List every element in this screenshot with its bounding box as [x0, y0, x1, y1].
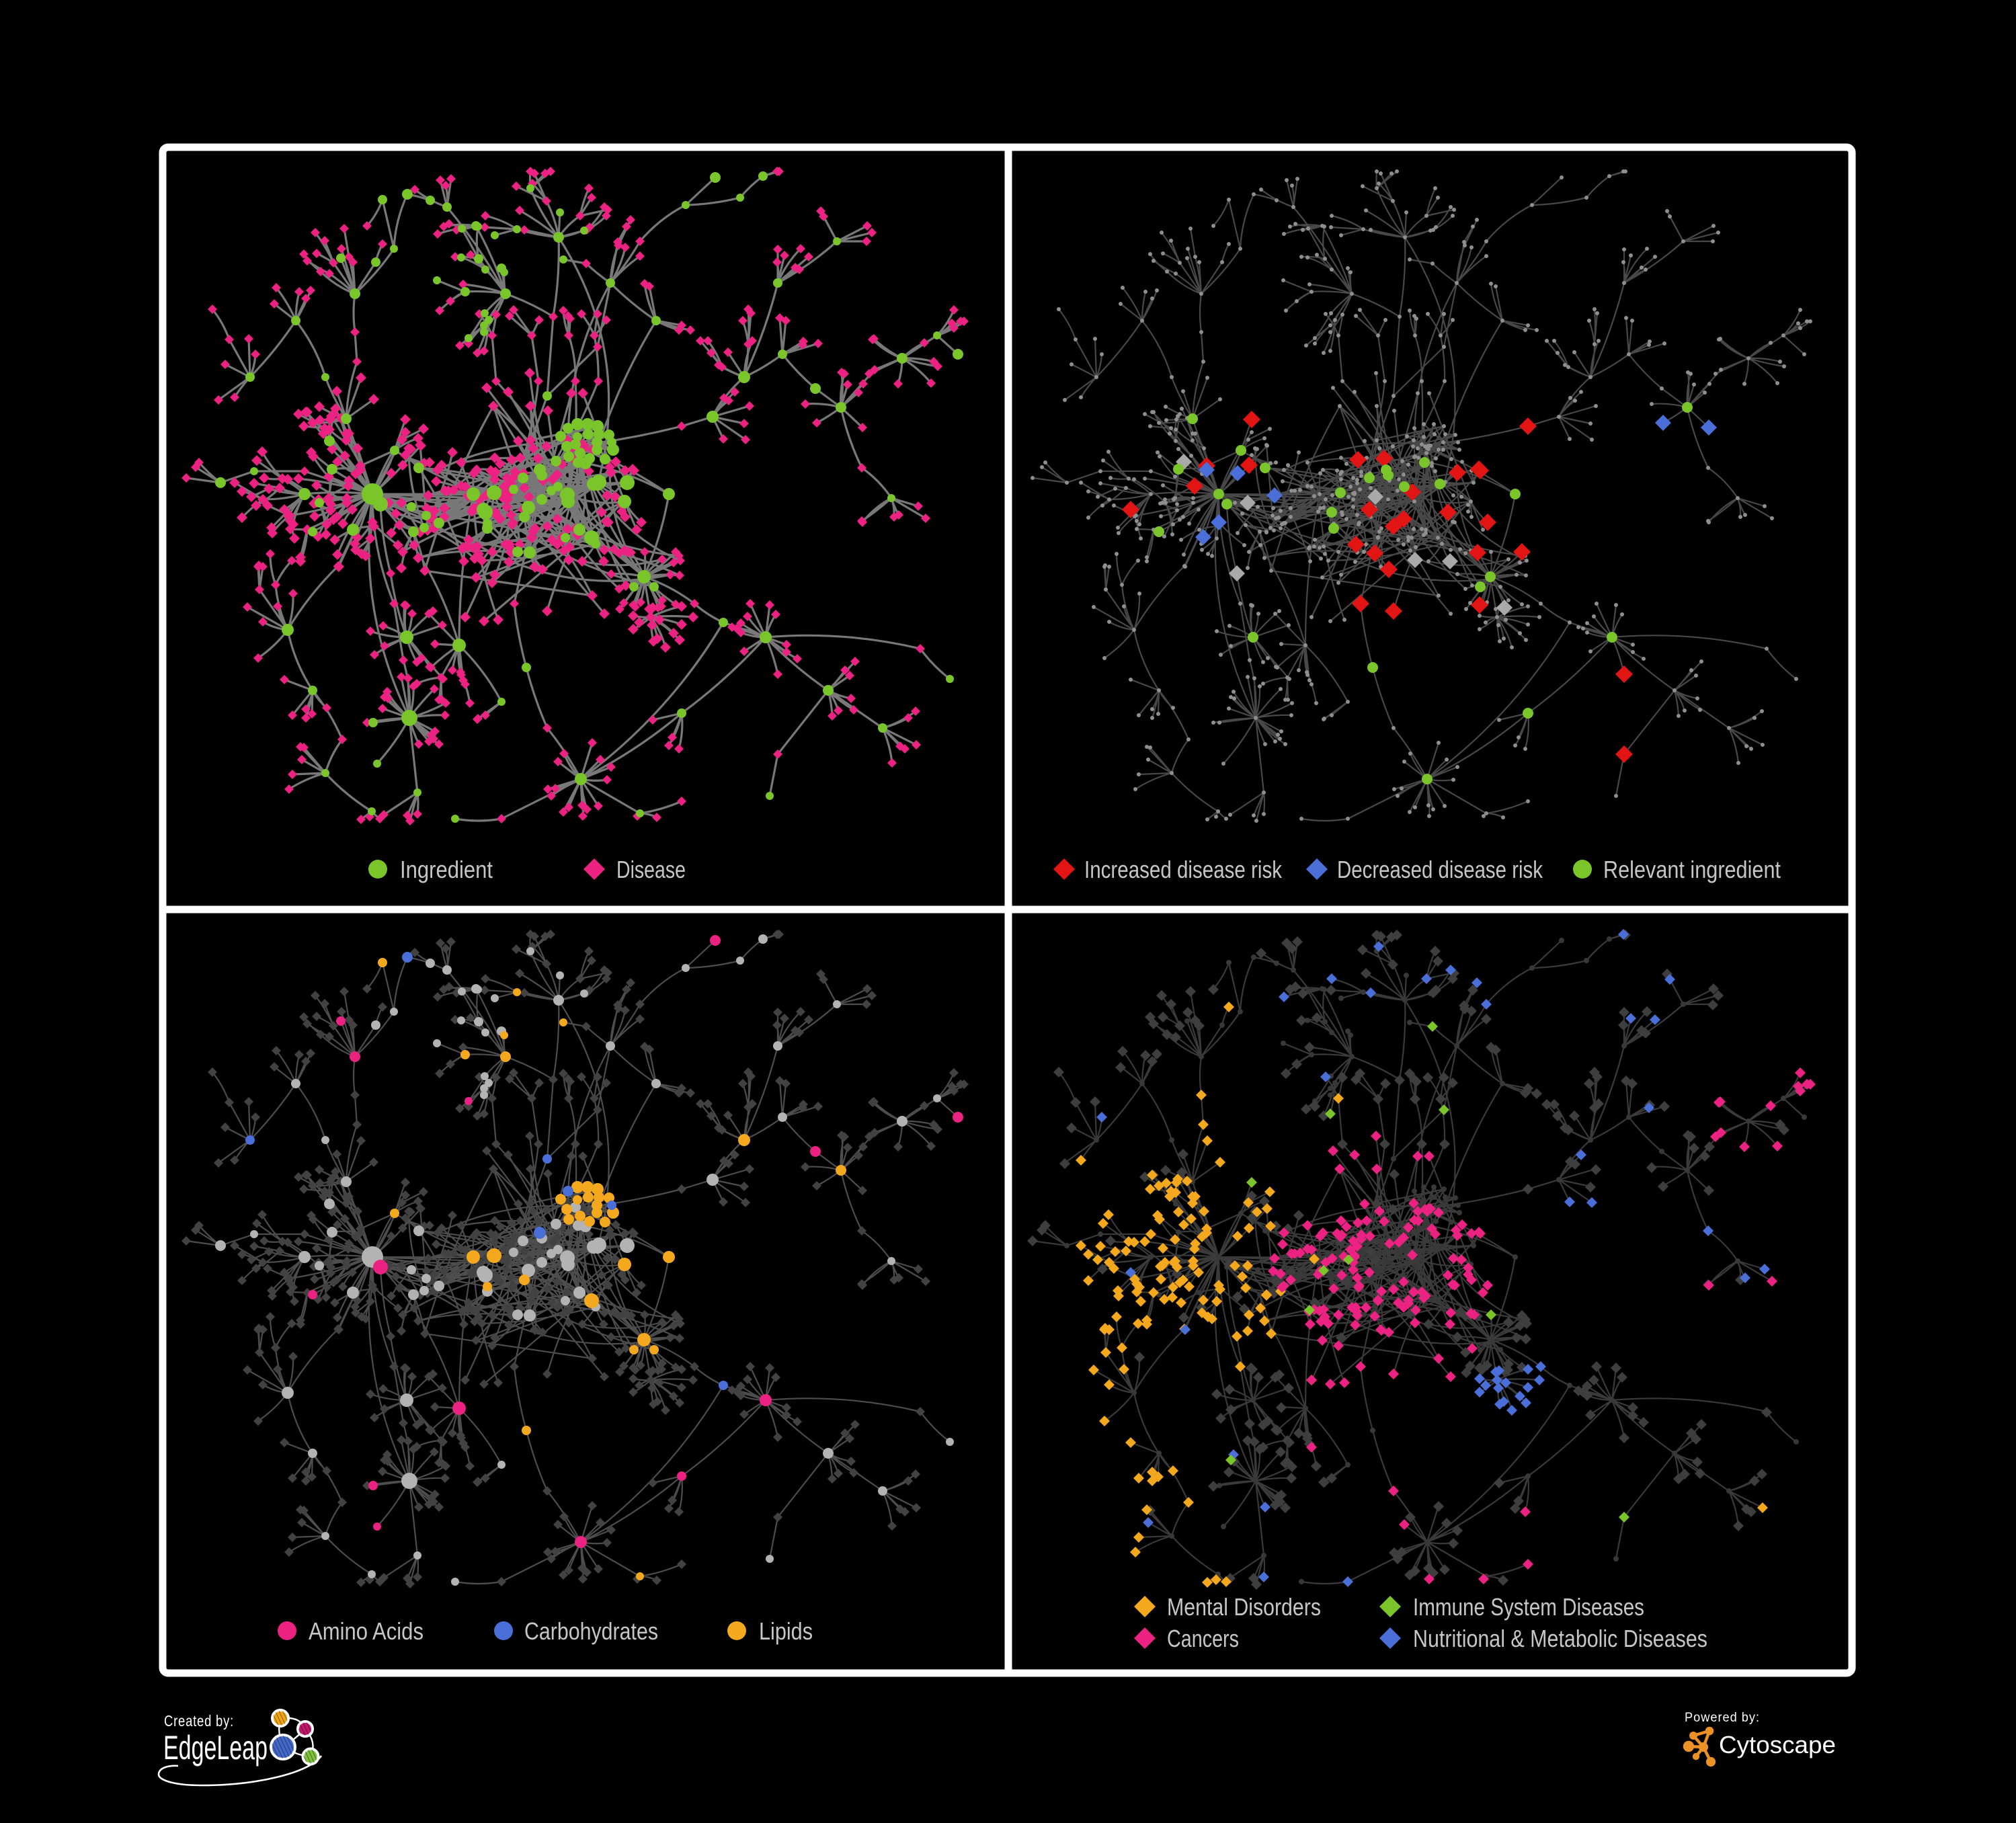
svg-text:Cytoscape: Cytoscape	[1719, 1731, 1836, 1758]
svg-text:Decreased disease risk: Decreased disease risk	[1337, 856, 1543, 883]
svg-text:Carbohydrates: Carbohydrates	[524, 1617, 658, 1645]
svg-text:Relevant ingredient: Relevant ingredient	[1603, 856, 1781, 883]
svg-text:Powered by:: Powered by:	[1685, 1711, 1760, 1725]
svg-text:Mental Disorders: Mental Disorders	[1167, 1593, 1321, 1621]
svg-text:Immune System Diseases: Immune System Diseases	[1413, 1593, 1644, 1621]
svg-text:Ingredient: Ingredient	[400, 856, 493, 883]
svg-text:Amino Acids: Amino Acids	[309, 1617, 424, 1645]
svg-text:Disease: Disease	[616, 856, 686, 883]
svg-text:Created by:: Created by:	[164, 1712, 234, 1730]
svg-text:Increased disease risk: Increased disease risk	[1084, 856, 1283, 883]
svg-text:Lipids: Lipids	[759, 1617, 813, 1645]
svg-text:EdgeLeap: EdgeLeap	[163, 1729, 268, 1767]
svg-text:Cancers: Cancers	[1167, 1625, 1239, 1652]
svg-text:Nutritional & Metabolic Diseas: Nutritional & Metabolic Diseases	[1413, 1625, 1707, 1652]
